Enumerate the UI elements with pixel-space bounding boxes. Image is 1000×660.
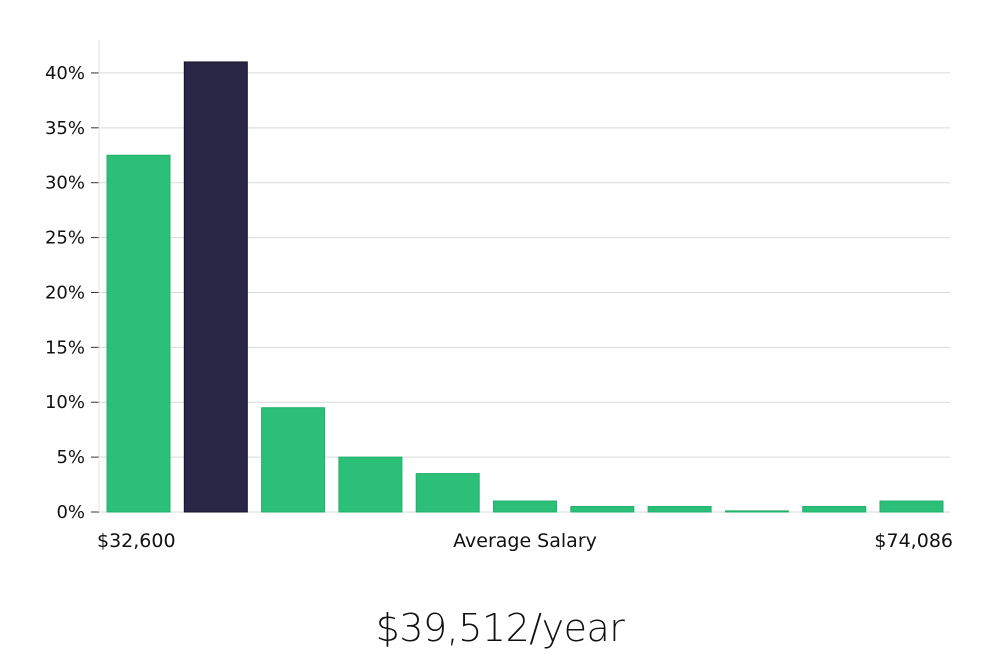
bar <box>879 500 944 513</box>
bar <box>570 506 635 513</box>
x-axis-title: Average Salary <box>453 530 597 552</box>
bar <box>261 407 326 513</box>
average-salary-headline: $39,512/year <box>375 606 625 650</box>
x-min-label: $32,600 <box>97 530 176 552</box>
bar <box>106 154 171 513</box>
x-max-label: $74,086 <box>874 530 953 552</box>
y-tick-label: 15% <box>45 337 85 358</box>
y-axis-ticks: 0% 5% 10% 15% 20% 25% 30% 35% 40% <box>45 63 99 523</box>
y-tick-label: 5% <box>56 447 85 468</box>
bar <box>802 506 867 513</box>
bar <box>415 473 480 513</box>
bar <box>647 506 712 513</box>
y-tick-label: 10% <box>45 392 85 413</box>
y-tick-label: 35% <box>45 118 85 139</box>
bar <box>724 510 789 513</box>
y-tick-label: 0% <box>56 502 85 523</box>
salary-histogram: 0% 5% 10% 15% 20% 25% 30% 35% 40% $32,600 Averag… <box>45 40 953 552</box>
y-tick-label: 30% <box>45 173 85 194</box>
y-tick-label: 25% <box>45 228 85 249</box>
y-tick-label: 40% <box>45 63 85 84</box>
bar-highlighted <box>183 61 248 513</box>
bar <box>338 456 403 513</box>
y-tick-label: 20% <box>45 282 85 303</box>
bar <box>493 500 557 513</box>
bars <box>106 61 944 513</box>
